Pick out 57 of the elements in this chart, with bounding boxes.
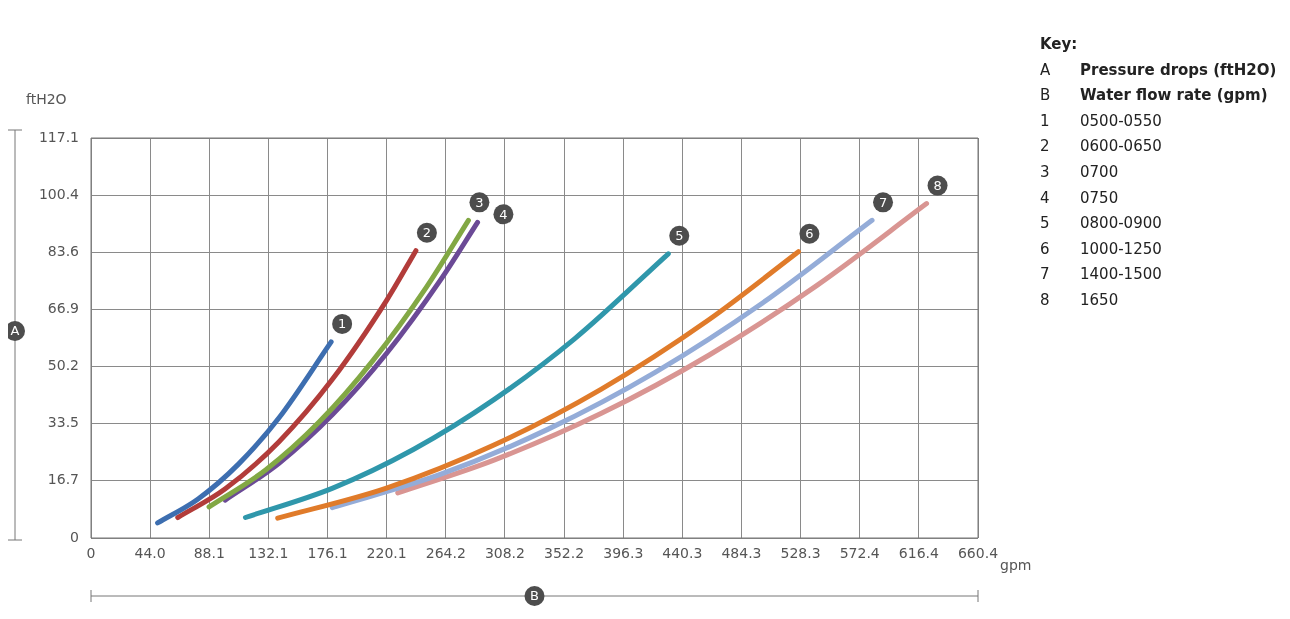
y-tick-label: 50.2 [47,357,79,374]
x-tick-label: 132.1 [248,545,289,562]
text: 1 [1040,110,1051,132]
x-tick-label: 352.2 [544,545,585,562]
series-label: 2 [422,225,432,241]
x-tick-label: 264.2 [425,545,466,562]
text: 0800-0900 [1080,213,1162,235]
x-tick-label: 176.1 [307,545,348,562]
text: A [1040,59,1052,81]
text: 0700 [1080,161,1119,183]
x-tick-label: 528.3 [780,545,821,562]
text: 4 [1040,187,1051,209]
text: 1650 [1080,289,1119,311]
text: B [1040,85,1052,107]
text: Pressure drops (ftH2O) [1080,59,1277,81]
series-label: 1 [338,316,347,332]
y-tick-label: 117.1 [38,128,79,145]
y-tick-label: 16.7 [47,471,79,488]
x-tick-label: 660.4 [957,545,999,562]
x-tick-label: 440.3 [662,545,703,562]
y-tick-label: 83.6 [47,242,80,259]
x-tick-label: 220.1 [366,545,407,562]
y-axis-title: A [10,323,20,339]
series-label: 3 [475,194,484,210]
y-tick-label: 0 [70,528,79,545]
x-tick-label: 0 [86,545,96,562]
y-tick-label: 33.5 [47,414,79,431]
x-tick-label: 308.2 [484,545,525,562]
text: Water flow rate (gpm) [1080,85,1268,107]
text: 0750 [1080,187,1119,209]
text: 5 [1040,213,1051,235]
series-label: 6 [805,226,814,242]
text: 0600-0650 [1080,136,1162,158]
y-tick-label: 66.9 [47,300,79,317]
text: 3 [1040,161,1051,183]
text: 8 [1040,289,1051,311]
x-tick-label: 88.1 [193,545,225,562]
series-label: 5 [675,228,684,244]
text: ftH2O [26,90,67,107]
series-label: 4 [499,206,508,222]
text: 1000-1250 [1080,238,1162,260]
x-tick-label: 616.4 [898,545,939,562]
text: 2 [1040,136,1051,158]
text: gpm [1000,556,1032,573]
text: 6 [1040,238,1051,260]
x-axis-title: B [530,588,539,604]
x-tick-label: 484.3 [721,545,762,562]
x-tick-label: 396.3 [603,545,644,562]
x-tick-label: 572.4 [839,545,880,562]
series-label: 8 [933,177,942,193]
x-tick-label: 44.0 [134,545,166,562]
series-label: 7 [878,194,888,210]
text: 7 [1040,264,1051,286]
y-tick-label: 100.4 [38,185,80,202]
text: 1400-1500 [1080,264,1162,286]
text: Key: [1040,34,1079,55]
text: 0500-0550 [1080,110,1162,132]
